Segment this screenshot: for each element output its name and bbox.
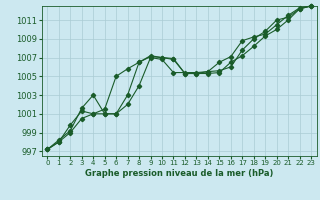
X-axis label: Graphe pression niveau de la mer (hPa): Graphe pression niveau de la mer (hPa)	[85, 169, 273, 178]
